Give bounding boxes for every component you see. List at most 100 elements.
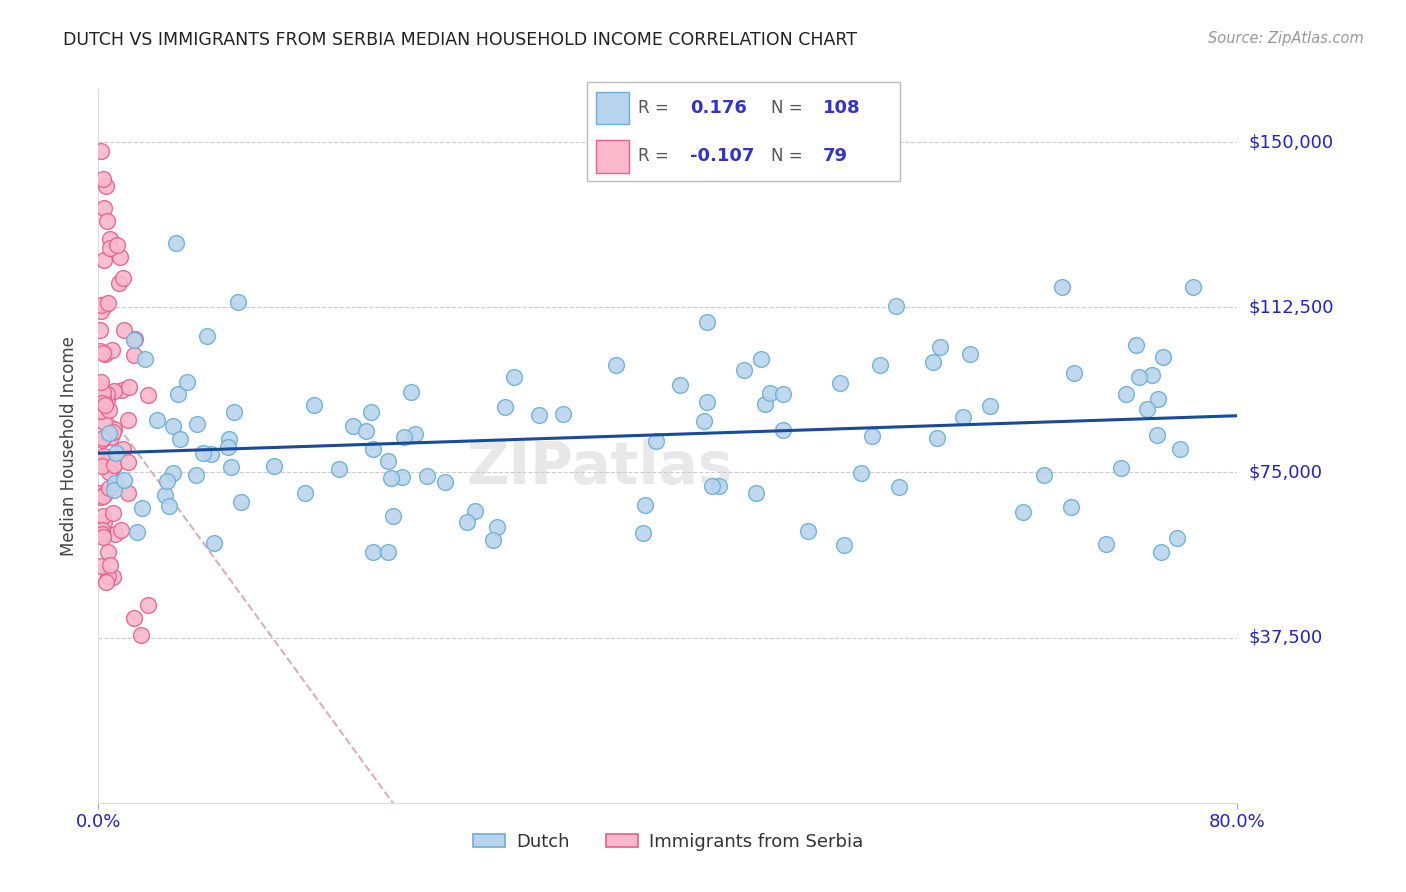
Point — [202, 536, 225, 550]
Point — [733, 363, 755, 377]
Point — [105, 237, 128, 252]
Point — [700, 479, 723, 493]
Point — [89, 323, 111, 337]
Point — [112, 323, 135, 337]
Point — [122, 611, 145, 625]
Point — [959, 347, 981, 361]
Point — [103, 384, 125, 399]
Point — [553, 407, 575, 421]
Point — [117, 455, 139, 469]
Point — [90, 490, 112, 504]
Point — [849, 467, 872, 481]
Point — [328, 461, 350, 475]
Point — [90, 144, 112, 158]
Point — [363, 442, 385, 456]
Point — [134, 351, 156, 366]
Point — [100, 430, 122, 444]
Point — [90, 559, 112, 574]
Point — [416, 468, 439, 483]
Text: 108: 108 — [823, 99, 860, 117]
Point — [104, 476, 127, 491]
Bar — [596, 140, 628, 173]
Point — [97, 295, 120, 310]
Point — [377, 454, 399, 468]
Text: DUTCH VS IMMIGRANTS FROM SERBIA MEDIAN HOUSEHOLD INCOME CORRELATION CHART: DUTCH VS IMMIGRANTS FROM SERBIA MEDIAN H… — [63, 31, 858, 49]
Point — [193, 446, 215, 460]
Point — [94, 298, 117, 312]
Point — [129, 628, 152, 642]
Point — [91, 384, 114, 399]
Point — [485, 520, 508, 534]
Point — [104, 446, 127, 460]
Point — [1150, 544, 1173, 558]
Point — [176, 375, 198, 389]
Point — [669, 377, 692, 392]
Point — [392, 430, 415, 444]
Point — [1182, 280, 1205, 294]
Point — [929, 340, 952, 354]
Point — [494, 401, 516, 415]
Point — [162, 419, 184, 434]
Text: $37,500: $37,500 — [1249, 629, 1323, 647]
Point — [834, 538, 856, 552]
Point — [91, 392, 114, 406]
Point — [952, 410, 974, 425]
Legend: Dutch, Immigrants from Serbia: Dutch, Immigrants from Serbia — [465, 826, 870, 858]
Point — [98, 402, 121, 417]
Point — [146, 412, 169, 426]
Point — [90, 298, 112, 312]
Point — [136, 388, 159, 402]
Point — [169, 432, 191, 446]
Point — [380, 471, 402, 485]
Point — [862, 429, 884, 443]
Point — [167, 387, 190, 401]
Point — [91, 345, 114, 359]
Point — [1140, 368, 1163, 383]
Point — [222, 405, 245, 419]
Text: N =: N = — [770, 147, 803, 165]
Point — [1136, 402, 1159, 417]
Point — [117, 486, 139, 500]
Point — [93, 415, 115, 429]
Point — [103, 421, 125, 435]
Point — [195, 329, 218, 343]
Point — [103, 460, 125, 475]
Point — [925, 431, 948, 445]
Point — [91, 489, 114, 503]
Point — [91, 431, 114, 445]
Point — [108, 276, 131, 290]
Text: $150,000: $150,000 — [1249, 133, 1333, 151]
Point — [218, 432, 240, 446]
Point — [91, 172, 114, 186]
Point — [887, 480, 910, 494]
Text: -0.107: -0.107 — [690, 147, 755, 165]
Point — [90, 485, 112, 500]
Point — [108, 250, 131, 264]
Point — [162, 466, 184, 480]
Text: $112,500: $112,500 — [1249, 298, 1334, 317]
Point — [94, 456, 117, 470]
Point — [218, 441, 240, 455]
Point — [124, 333, 146, 347]
Point — [93, 515, 115, 529]
Point — [772, 387, 794, 401]
Point — [754, 397, 776, 411]
Point — [91, 396, 114, 410]
Point — [90, 303, 112, 318]
Text: N =: N = — [770, 99, 803, 117]
Point — [758, 386, 780, 401]
Point — [165, 236, 187, 251]
Point — [456, 515, 478, 529]
Point — [221, 460, 243, 475]
Point — [1125, 338, 1147, 352]
Point — [184, 468, 207, 483]
Point — [377, 545, 399, 559]
Point — [1095, 537, 1118, 551]
Point — [1111, 461, 1133, 475]
Point — [884, 299, 907, 313]
Point — [96, 387, 118, 401]
Point — [979, 399, 1001, 413]
Point — [342, 419, 364, 434]
Point — [263, 458, 285, 473]
Point — [1128, 370, 1150, 384]
